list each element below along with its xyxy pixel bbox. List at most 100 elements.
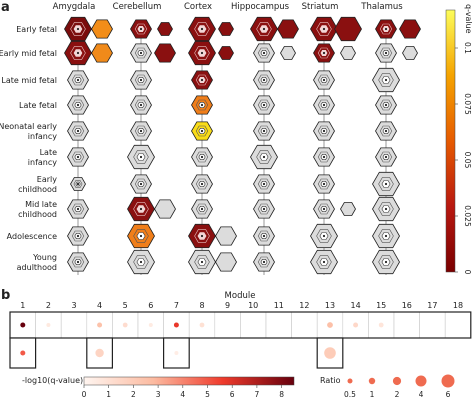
inner-hexagon-ring bbox=[195, 178, 209, 190]
ratio-legend-dot bbox=[392, 376, 402, 386]
inner-hexagon-ring bbox=[195, 74, 209, 86]
hexagon-center-dot bbox=[200, 103, 204, 107]
hexagon-center-dot bbox=[139, 260, 143, 264]
inner-hexagon-ring bbox=[194, 22, 210, 36]
log-q-tick-label: 3 bbox=[156, 390, 161, 399]
stage-label: Young bbox=[32, 253, 57, 262]
hexagon-center-dot bbox=[384, 27, 388, 31]
hexagon-center-dot bbox=[262, 78, 266, 82]
module-cell bbox=[419, 311, 446, 339]
module-number: 8 bbox=[199, 301, 204, 310]
q-value-colorbar-label: q-value bbox=[464, 4, 473, 34]
inner-hexagon-ring bbox=[257, 203, 271, 215]
q-value-tick-label: 0.075 bbox=[463, 93, 472, 115]
inner-hexagon-ring bbox=[194, 255, 210, 269]
module-number: 18 bbox=[453, 301, 463, 310]
secondary-hexagon bbox=[399, 19, 421, 39]
module-enrichment-dot bbox=[327, 322, 333, 328]
inner-hexagon-ring bbox=[257, 125, 271, 137]
hexagon-center-dot bbox=[384, 260, 388, 264]
q-value-tick-label: 0 bbox=[463, 270, 472, 275]
inner-hexagon-ring bbox=[195, 151, 209, 163]
inner-hexagon-ring bbox=[256, 150, 272, 164]
module-cell bbox=[214, 311, 241, 339]
inner-hexagon-ring bbox=[378, 73, 394, 87]
log-q-tick-label: 5 bbox=[205, 390, 210, 399]
log-q-colorbar-bar bbox=[83, 376, 295, 386]
module-enrichment-dot bbox=[148, 323, 153, 327]
inner-hexagon-ring bbox=[317, 151, 331, 163]
secondary-hexagon bbox=[215, 226, 237, 246]
module-cell bbox=[393, 311, 420, 339]
secondary-hexagon bbox=[340, 46, 356, 60]
region-label: Hippocampus bbox=[231, 2, 290, 12]
hexagon-center-dot bbox=[262, 129, 266, 133]
panel-a-label: a bbox=[1, 0, 10, 15]
secondary-hexagon bbox=[154, 43, 176, 63]
hexagon-center-dot bbox=[139, 207, 143, 211]
hexagon-center-dot bbox=[76, 27, 80, 31]
inner-hexagon-ring bbox=[257, 256, 271, 268]
ratio-legend-dot bbox=[441, 374, 455, 388]
module-number: 2 bbox=[46, 301, 51, 310]
inner-hexagon-ring bbox=[316, 229, 332, 243]
hexagon-center-dot bbox=[200, 27, 204, 31]
inner-hexagon-ring bbox=[134, 47, 148, 59]
inner-hexagon-ring bbox=[134, 125, 148, 137]
inner-hexagon-ring bbox=[133, 255, 149, 269]
hexagon-center-dot bbox=[200, 207, 204, 211]
hexagon-center-dot bbox=[262, 103, 266, 107]
inner-hexagon-ring bbox=[70, 22, 86, 36]
module-cell bbox=[444, 311, 472, 339]
region-label: Cerebellum bbox=[113, 2, 162, 12]
inner-hexagon-ring bbox=[378, 177, 394, 191]
hexagon-center-dot bbox=[200, 182, 204, 186]
inner-hexagon-ring bbox=[257, 99, 271, 111]
hexagon-center-dot bbox=[384, 234, 388, 238]
hexagon-center-dot bbox=[76, 103, 80, 107]
module-number: 13 bbox=[325, 301, 335, 310]
module-enrichment-dot bbox=[97, 322, 103, 328]
ratio-legend-label: Ratio bbox=[320, 376, 341, 385]
module-enrichment-dot bbox=[199, 322, 205, 328]
hexagon-center-dot bbox=[200, 51, 204, 55]
hexagon-center-dot bbox=[384, 155, 388, 159]
hexagon-center-dot bbox=[384, 129, 388, 133]
hexagon-center-dot bbox=[200, 260, 204, 264]
region-label: Cortex bbox=[184, 2, 212, 12]
hexagon-center-dot bbox=[322, 51, 326, 55]
region-label: Thalamus bbox=[360, 2, 403, 12]
hexagon-center-dot bbox=[262, 207, 266, 211]
secondary-hexagon bbox=[215, 252, 237, 272]
module-enrichment-dot bbox=[378, 322, 384, 328]
hexagon-center-dot bbox=[322, 234, 326, 238]
stage-label: adulthood bbox=[17, 263, 57, 272]
inner-hexagon-ring bbox=[378, 202, 394, 216]
inner-hexagon-ring bbox=[195, 203, 209, 215]
inner-hexagon-ring bbox=[73, 180, 83, 188]
log-q-tick-label: 1 bbox=[106, 390, 111, 399]
inner-hexagon-ring bbox=[71, 74, 85, 86]
ratio-legend-value: 0.5 bbox=[344, 390, 356, 399]
ratio-legend-dot bbox=[368, 377, 376, 385]
inner-hexagon-ring bbox=[194, 46, 210, 60]
inner-hexagon-ring bbox=[317, 178, 331, 190]
module-number: 10 bbox=[248, 301, 258, 310]
module-number: 15 bbox=[376, 301, 386, 310]
ratio-legend-value: 6 bbox=[446, 390, 451, 399]
hexagon-center-dot bbox=[262, 182, 266, 186]
hexagon-center-dot bbox=[322, 260, 326, 264]
secondary-hexagon bbox=[91, 43, 113, 63]
inner-hexagon-ring bbox=[71, 230, 85, 242]
inner-hexagon-ring bbox=[317, 47, 331, 59]
hexagon-center-dot bbox=[262, 260, 266, 264]
ratio-legend-dot bbox=[415, 375, 427, 387]
hexagon-center-dot bbox=[384, 182, 388, 186]
module-enrichment-dot bbox=[122, 322, 128, 328]
hexagon-center-dot bbox=[76, 51, 80, 55]
module-cell bbox=[265, 311, 292, 339]
inner-hexagon-ring bbox=[378, 255, 394, 269]
hexagon-center-dot bbox=[76, 129, 80, 133]
stage-label: Late fetal bbox=[19, 101, 57, 110]
